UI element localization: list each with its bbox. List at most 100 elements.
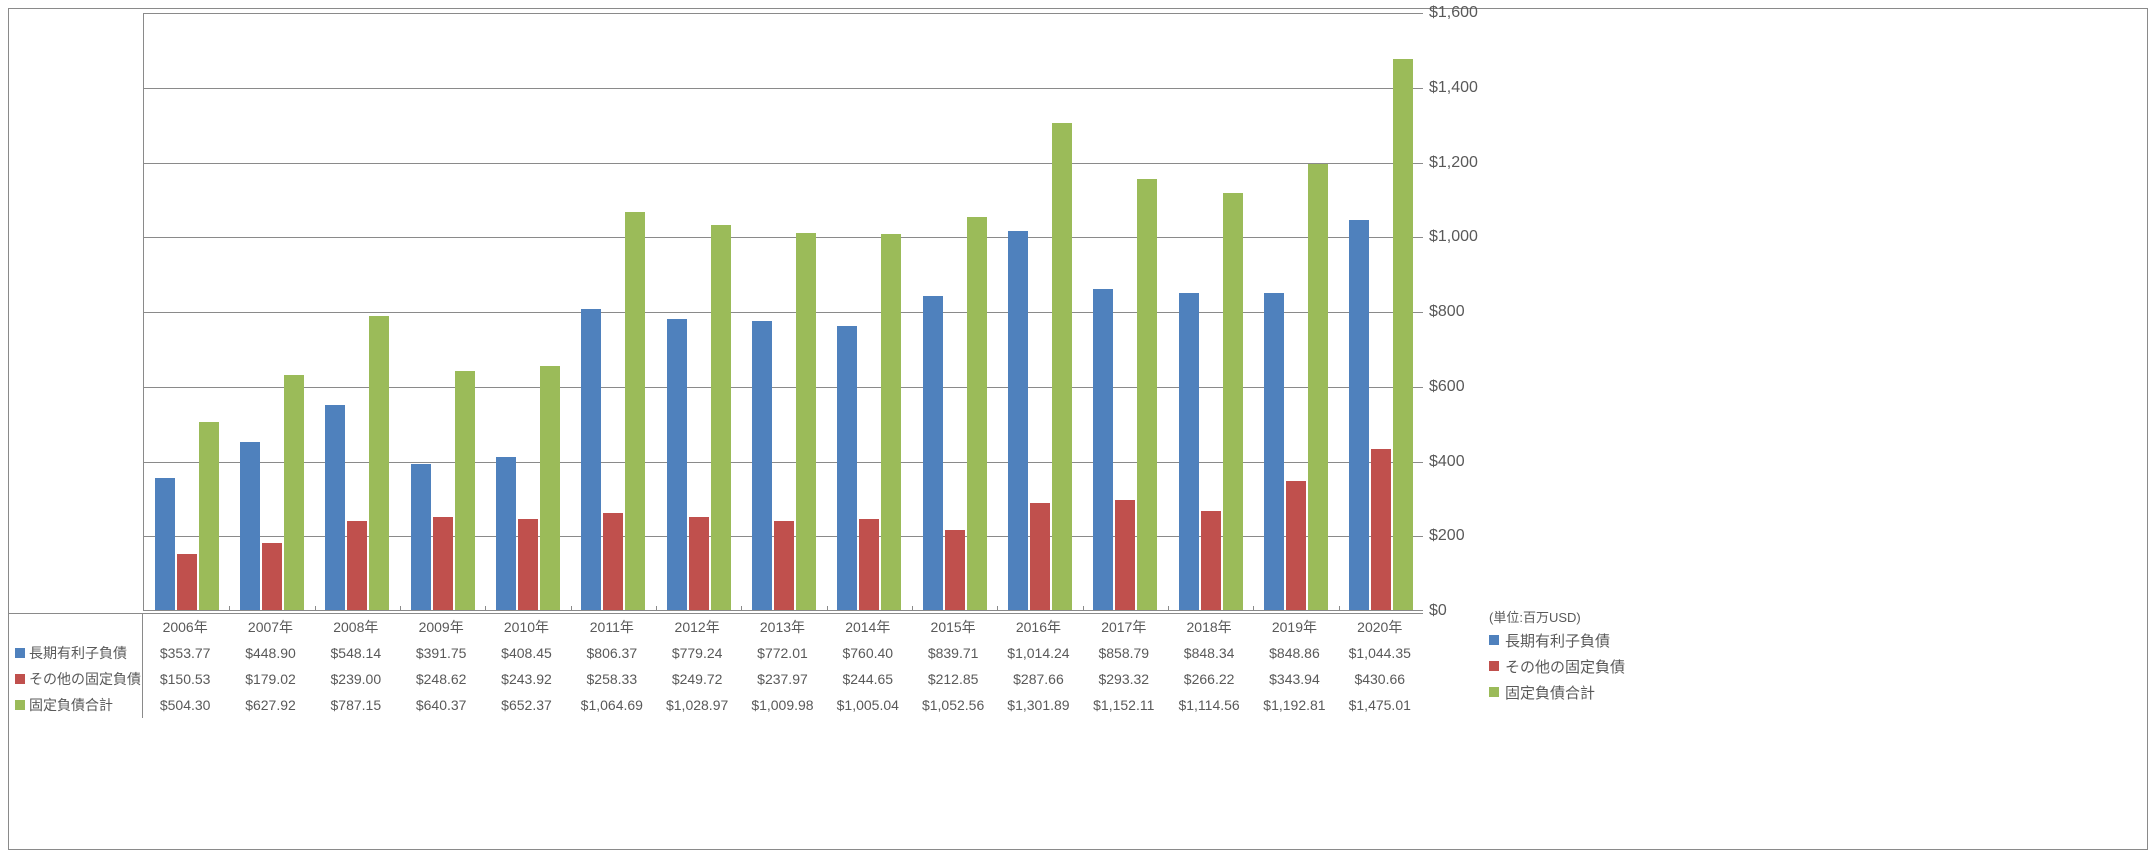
bar-group xyxy=(656,225,741,610)
bar-group xyxy=(912,217,997,610)
legend-swatch xyxy=(15,674,25,684)
table-cell: $1,114.56 xyxy=(1167,692,1252,718)
table-cell: $179.02 xyxy=(228,666,313,692)
legend-item: その他の固定負債 xyxy=(1489,653,1625,679)
table-cell: $1,064.69 xyxy=(570,692,655,718)
table-header-cell: 2020年 xyxy=(1338,614,1423,640)
bar xyxy=(433,517,453,610)
table-cell: $1,301.89 xyxy=(996,692,1081,718)
bar xyxy=(1349,220,1369,610)
table-cell: $343.94 xyxy=(1252,666,1337,692)
bar xyxy=(881,234,901,610)
table-cell: $504.30 xyxy=(143,692,228,718)
bar xyxy=(411,464,431,610)
bar xyxy=(1264,293,1284,610)
bar xyxy=(689,517,709,610)
bar xyxy=(240,442,260,610)
bar xyxy=(1286,481,1306,610)
bar xyxy=(1223,193,1243,610)
table-header-cell: 2007年 xyxy=(228,614,313,640)
table-cell: $839.71 xyxy=(911,640,996,666)
bar xyxy=(1179,293,1199,610)
table-header-cell: 2009年 xyxy=(399,614,484,640)
bar xyxy=(625,212,645,610)
table-cell: $243.92 xyxy=(484,666,569,692)
y-tick-label: $800 xyxy=(1429,303,1465,321)
legend-right: 長期有利子負債その他の固定負債固定負債合計 xyxy=(1489,627,1625,705)
bar-group xyxy=(229,375,314,610)
bar xyxy=(837,326,857,610)
bar xyxy=(496,457,516,610)
table-cell: $287.66 xyxy=(996,666,1081,692)
table-cell: $848.34 xyxy=(1167,640,1252,666)
table-header-cell: 2008年 xyxy=(314,614,399,640)
legend-label: 長期有利子負債 xyxy=(1505,630,1610,651)
bar-group xyxy=(400,371,485,610)
bar xyxy=(1030,503,1050,611)
table-cell: $760.40 xyxy=(826,640,911,666)
bar xyxy=(369,316,389,610)
table-cell: $266.22 xyxy=(1167,666,1252,692)
table-header-cell: 2018年 xyxy=(1167,614,1252,640)
table-cell: $1,014.24 xyxy=(996,640,1081,666)
plot-area xyxy=(143,13,1423,611)
table-header-cell: 2006年 xyxy=(143,614,228,640)
series-row-header: 固定負債合計 xyxy=(9,692,143,718)
y-tick-label: $200 xyxy=(1429,527,1465,545)
table-cell: $430.66 xyxy=(1338,666,1423,692)
table-cell: $1,009.98 xyxy=(740,692,825,718)
table-cell: $1,005.04 xyxy=(826,692,911,718)
table-header-cell: 2013年 xyxy=(740,614,825,640)
y-tick-label: $400 xyxy=(1429,453,1465,471)
table-header-cell: 2014年 xyxy=(826,614,911,640)
gridline xyxy=(144,163,1423,164)
bar xyxy=(1093,289,1113,610)
bar xyxy=(859,519,879,610)
table-cell: $858.79 xyxy=(1082,640,1167,666)
table-cell: $772.01 xyxy=(740,640,825,666)
bar xyxy=(667,319,687,610)
table-cell: $244.65 xyxy=(826,666,911,692)
bar-group xyxy=(571,212,656,610)
table-cell: $293.32 xyxy=(1082,666,1167,692)
table-cell: $787.15 xyxy=(314,692,399,718)
bar xyxy=(199,422,219,610)
bar-group xyxy=(1083,179,1168,610)
table-cell: $237.97 xyxy=(740,666,825,692)
table-row: 固定負債合計$504.30$627.92$787.15$640.37$652.3… xyxy=(9,692,1423,718)
y-tick-label: $600 xyxy=(1429,378,1465,396)
legend-swatch xyxy=(15,648,25,658)
series-row-header: 長期有利子負債 xyxy=(9,640,143,666)
y-tick-label: $1,200 xyxy=(1429,154,1478,172)
table-header-cell: 2019年 xyxy=(1252,614,1337,640)
table-cell: $239.00 xyxy=(314,666,399,692)
bar xyxy=(1201,511,1221,610)
table-cell: $1,044.35 xyxy=(1338,640,1423,666)
table-header-cell: 2017年 xyxy=(1082,614,1167,640)
bar xyxy=(1371,449,1391,610)
table-cell: $548.14 xyxy=(314,640,399,666)
bar xyxy=(1137,179,1157,610)
table-cell: $652.37 xyxy=(484,692,569,718)
table-cell: $448.90 xyxy=(228,640,313,666)
bar xyxy=(1115,500,1135,610)
bar xyxy=(967,217,987,610)
bar xyxy=(923,296,943,610)
table-cell: $150.53 xyxy=(143,666,228,692)
table-cell: $248.62 xyxy=(399,666,484,692)
table-cell: $627.92 xyxy=(228,692,313,718)
table-cell: $1,052.56 xyxy=(911,692,996,718)
bar xyxy=(262,543,282,610)
table-cell: $249.72 xyxy=(655,666,740,692)
bar xyxy=(603,513,623,610)
chart-container: $0$200$400$600$800$1,000$1,200$1,400$1,6… xyxy=(8,8,2148,850)
legend-swatch xyxy=(1489,635,1499,645)
table-cell: $408.45 xyxy=(484,640,569,666)
bar xyxy=(455,371,475,610)
bar xyxy=(177,554,197,610)
bar xyxy=(796,233,816,610)
gridline xyxy=(144,88,1423,89)
series-name-label: 固定負債合計 xyxy=(29,692,113,718)
bar xyxy=(155,478,175,610)
table-row: 2006年2007年2008年2009年2010年2011年2012年2013年… xyxy=(9,614,1423,640)
